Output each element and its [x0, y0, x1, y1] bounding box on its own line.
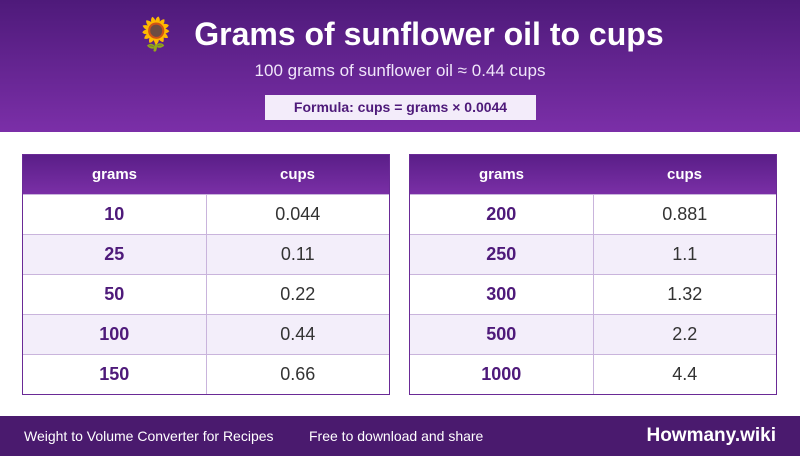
title-row: 🌻 Grams of sunflower oil to cups: [0, 14, 800, 54]
grams-cell: 50: [23, 275, 207, 314]
header-row: grams cups: [23, 155, 389, 194]
table: grams cups 200 0.881 250 1.1 300 1.32 500 2.2 1000…: [409, 154, 777, 395]
cups-cell: 0.044: [275, 204, 321, 224]
grams-cell: 300: [410, 275, 594, 314]
table-row: 300 1.32: [410, 274, 776, 314]
grams-cell: 25: [23, 235, 207, 274]
column-header: cups: [666, 166, 702, 183]
table-row: 50 0.22: [23, 274, 389, 314]
title-icon: 🌻: [136, 16, 177, 52]
cups-cell: 0.44: [280, 324, 316, 344]
grams-cell: 1000: [410, 355, 594, 394]
table-row: 250 1.1: [410, 234, 776, 274]
grams-cell: 100: [23, 315, 207, 354]
brand[interactable]: Howmany.wiki: [646, 425, 776, 446]
column-header: grams: [91, 166, 138, 183]
grams-cell: 10: [23, 195, 207, 234]
footer: Weight to Volume Converter for Recipes F…: [0, 416, 800, 456]
table-row: 10 0.044: [23, 194, 389, 234]
cups-cell: 0.22: [280, 284, 316, 304]
table: grams cups 10 0.044 25 0.11 50 0.22 100 0.44 150 0.…: [22, 154, 390, 395]
cups-cell: 1.32: [667, 284, 703, 304]
table-row: 1000 4.4: [410, 354, 776, 394]
grams-cell: 500: [410, 315, 594, 354]
subtitle: 100 grams of sunflower oil ≈ 0.44 cups: [254, 61, 546, 80]
footer-text: Weight to Volume Converter for Recipes: [24, 428, 274, 444]
table-row: 25 0.11: [23, 234, 389, 274]
cups-cell: 0.66: [280, 364, 316, 384]
grams-cell: 150: [23, 355, 207, 394]
formula: Formula: cups = grams × 0.0044: [265, 95, 536, 120]
cups-cell: 4.4: [672, 364, 698, 384]
footer-note: Free to download and share: [309, 428, 484, 444]
table-row: 150 0.66: [23, 354, 389, 394]
title: Grams of sunflower oil to cups: [194, 16, 664, 52]
grams-cell: 200: [410, 195, 594, 234]
table-row: 200 0.881: [410, 194, 776, 234]
column-header: grams: [478, 166, 525, 183]
table-row: 100 0.44: [23, 314, 389, 354]
cups-cell: 0.11: [280, 244, 315, 264]
grams-cell: 250: [410, 235, 594, 274]
cups-cell: 1.1: [672, 244, 698, 264]
table-row: 500 2.2: [410, 314, 776, 354]
cups-cell: 0.881: [662, 204, 708, 224]
header: 🌻 Grams of sunflower oil to cups 100 gram…: [0, 0, 800, 132]
header-row: grams cups: [410, 155, 776, 194]
cups-cell: 2.2: [672, 324, 698, 344]
column-header: cups: [279, 166, 315, 183]
